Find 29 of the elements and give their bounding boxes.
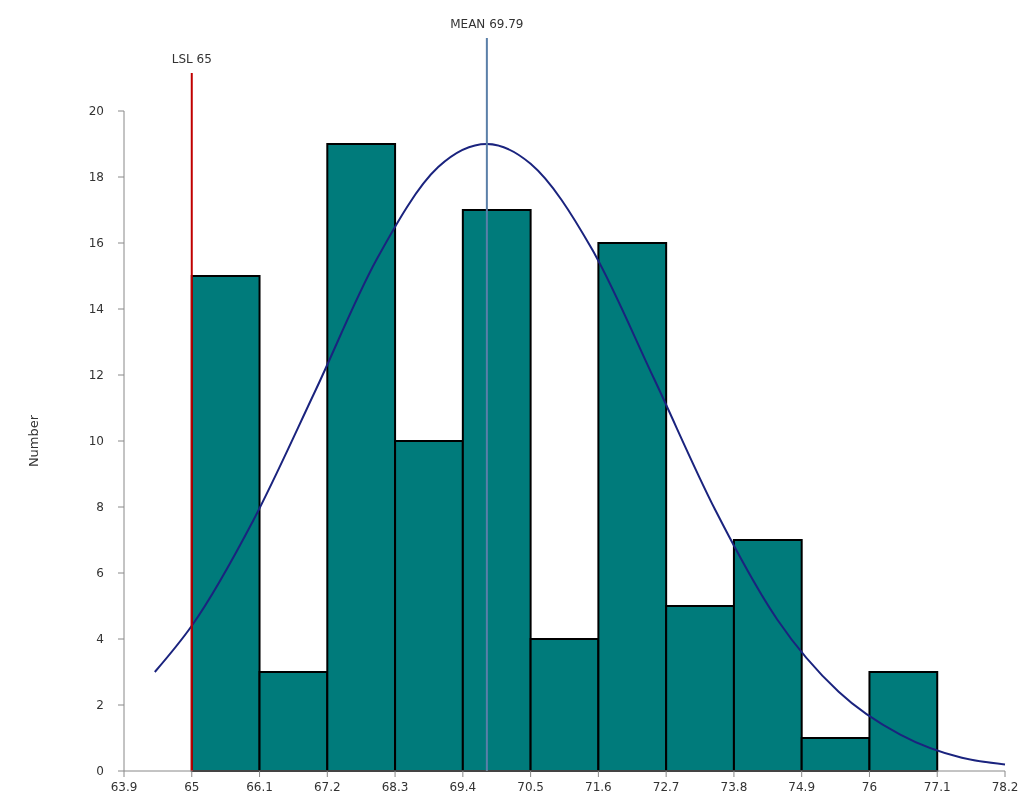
x-tick-label: 65 xyxy=(184,780,200,794)
x-tick-label: 68.3 xyxy=(381,780,409,794)
ref-line-label: LSL 65 xyxy=(171,52,212,66)
y-tick-label: 16 xyxy=(88,236,104,251)
y-tick-label: 8 xyxy=(96,500,104,515)
y-tick-label: 18 xyxy=(88,170,104,185)
y-axis-title: Number xyxy=(26,414,41,468)
x-tick-label: 69.4 xyxy=(449,780,477,794)
ref-line-label: MEAN 69.79 xyxy=(450,17,524,31)
y-tick-label: 0 xyxy=(96,764,104,779)
line-series xyxy=(153,143,1006,766)
x-tick-label: 78.2 xyxy=(991,780,1019,794)
x-tick-label: 76 xyxy=(861,780,878,794)
x-tick-label: 72.7 xyxy=(652,780,680,794)
y-tick-label: 20 xyxy=(88,104,104,119)
x-tick-label: 71.6 xyxy=(585,780,612,794)
x-tick-label: 63.9 xyxy=(110,780,138,794)
y-tick-label: 10 xyxy=(88,434,104,449)
y-tick-label: 12 xyxy=(88,368,104,383)
x-tick-label: 67.2 xyxy=(313,780,341,794)
y-tick-label: 4 xyxy=(96,632,104,647)
x-tick-label: 77.1 xyxy=(923,780,951,794)
x-tick-label: 70.5 xyxy=(517,780,544,794)
y-tick-label: 2 xyxy=(96,698,104,713)
x-tick-label: 74.9 xyxy=(788,780,816,794)
y-tick-label: 14 xyxy=(88,302,104,317)
x-tick-label: 73.8 xyxy=(720,780,748,794)
x-tick-label: 66.1 xyxy=(246,780,273,794)
y-tick-label: 6 xyxy=(96,566,104,581)
